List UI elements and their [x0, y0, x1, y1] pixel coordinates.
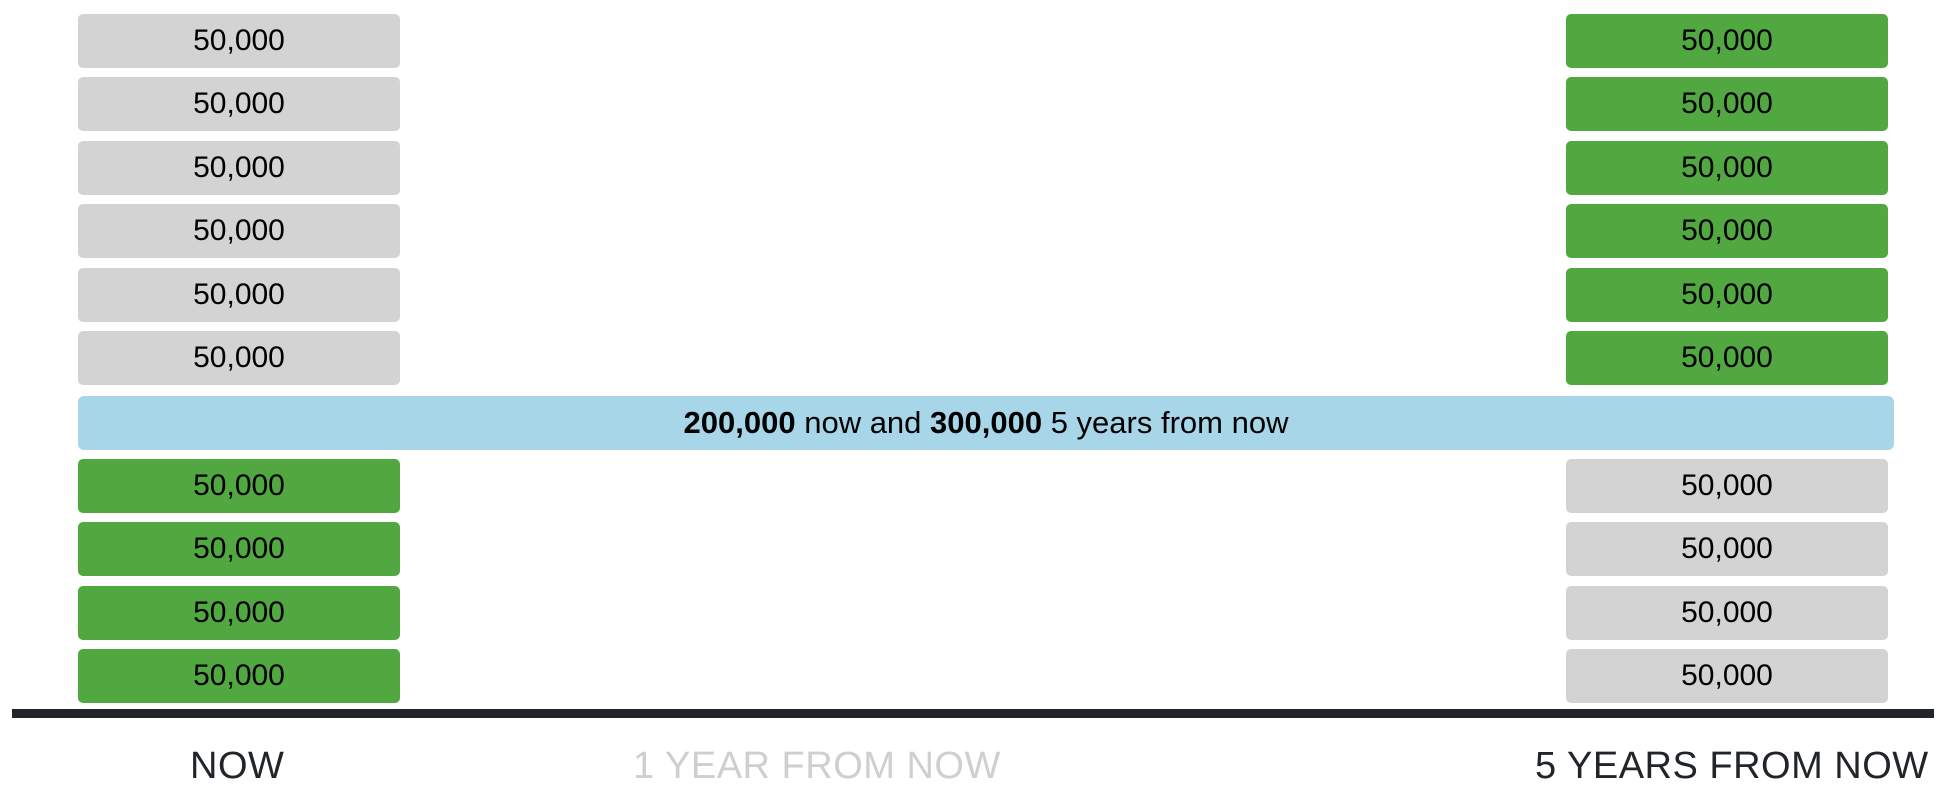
option-now-top-3[interactable]: 50,000: [78, 141, 400, 195]
timeline-axis: [12, 709, 1934, 718]
summary-text-mid: now and: [795, 405, 931, 440]
timeline-label-1-year: 1 YEAR FROM NOW: [633, 745, 1001, 787]
option-now-bottom-4[interactable]: 50,000: [78, 649, 400, 703]
summary-text-end: 5 years from now: [1042, 405, 1289, 440]
option-5y-bottom-2[interactable]: 50,000: [1566, 522, 1888, 576]
timeline-label-now: NOW: [190, 745, 285, 787]
timeline-label-5-years: 5 YEARS FROM NOW: [1535, 745, 1929, 787]
option-now-top-2[interactable]: 50,000: [78, 77, 400, 131]
option-5y-bottom-4[interactable]: 50,000: [1566, 649, 1888, 703]
option-5y-top-1[interactable]: 50,000: [1566, 14, 1888, 68]
option-now-top-6[interactable]: 50,000: [78, 331, 400, 385]
option-now-bottom-2[interactable]: 50,000: [78, 522, 400, 576]
option-5y-bottom-3[interactable]: 50,000: [1566, 586, 1888, 640]
option-5y-top-5[interactable]: 50,000: [1566, 268, 1888, 322]
summary-bar: 200,000 now and 300,000 5 years from now: [78, 396, 1894, 450]
summary-amount-now: 200,000: [683, 405, 796, 440]
option-now-top-4[interactable]: 50,000: [78, 204, 400, 258]
option-5y-bottom-1[interactable]: 50,000: [1566, 459, 1888, 513]
option-now-top-5[interactable]: 50,000: [78, 268, 400, 322]
option-5y-top-2[interactable]: 50,000: [1566, 77, 1888, 131]
option-now-bottom-3[interactable]: 50,000: [78, 586, 400, 640]
option-5y-top-3[interactable]: 50,000: [1566, 141, 1888, 195]
option-now-bottom-1[interactable]: 50,000: [78, 459, 400, 513]
option-5y-top-4[interactable]: 50,000: [1566, 204, 1888, 258]
option-now-top-1[interactable]: 50,000: [78, 14, 400, 68]
option-5y-top-6[interactable]: 50,000: [1566, 331, 1888, 385]
summary-amount-later: 300,000: [930, 405, 1043, 440]
